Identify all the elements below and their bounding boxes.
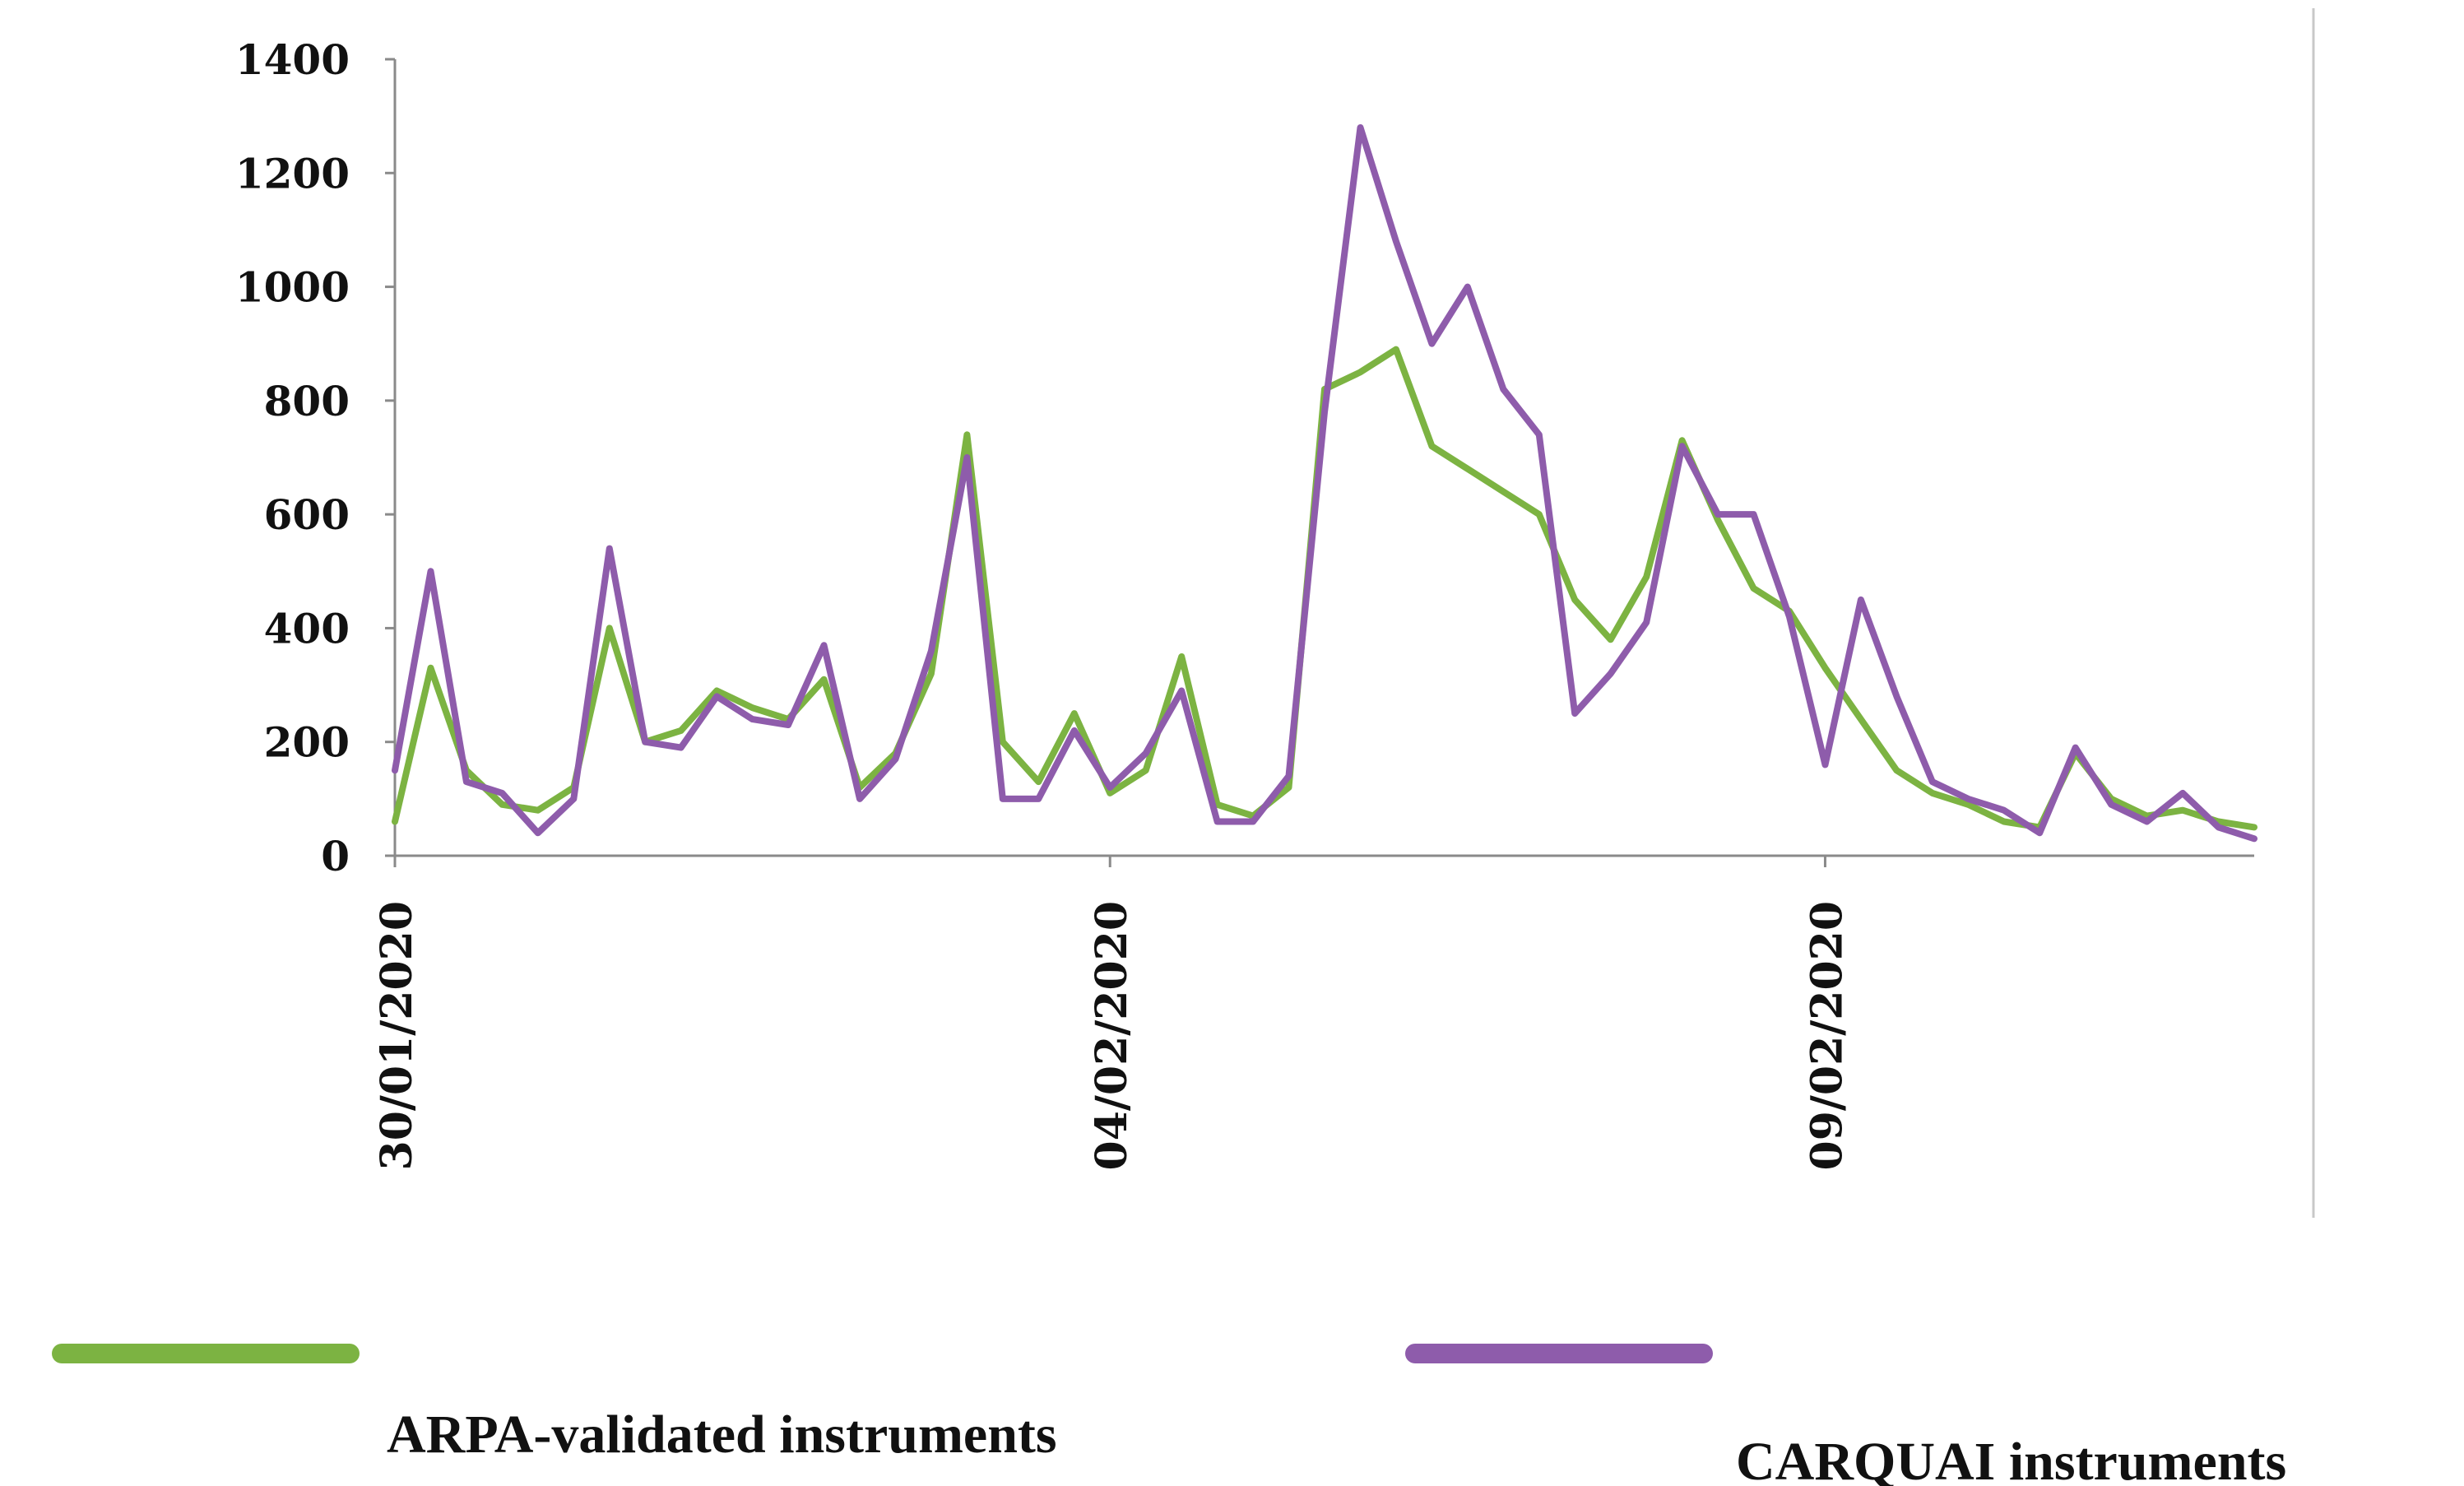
x-tick-label: 30/01/2020: [372, 901, 422, 1170]
y-tick-label: 1000: [235, 263, 350, 312]
x-tick-label: 04/02/2020: [1087, 901, 1137, 1170]
y-tick-label: 400: [264, 604, 350, 652]
y-axis-ticks: 0 200 400 600 800 1000 1200 1400: [235, 35, 395, 880]
x-tick-label: 09/02/2020: [1802, 901, 1852, 1170]
series-line-carquai: [392, 124, 2258, 843]
y-tick-label: 1400: [235, 35, 350, 84]
legend-label-carquai: CARQUAI instruments: [1736, 1432, 2286, 1486]
y-tick-label: 1200: [235, 149, 350, 197]
y-tick-label: 800: [264, 377, 350, 425]
y-tick-label: 0: [321, 832, 350, 880]
series-layer: [392, 124, 2258, 843]
x-axis-ticks: 30/01/2020 04/02/2020 09/02/2020: [372, 856, 1852, 1170]
legend: ARPA-validated instruments CARQUAI instr…: [52, 1344, 2286, 1486]
y-tick-label: 200: [264, 718, 350, 767]
y-tick-label: 600: [264, 490, 350, 539]
legend-label-arpa: ARPA-validated instruments: [387, 1405, 1057, 1465]
